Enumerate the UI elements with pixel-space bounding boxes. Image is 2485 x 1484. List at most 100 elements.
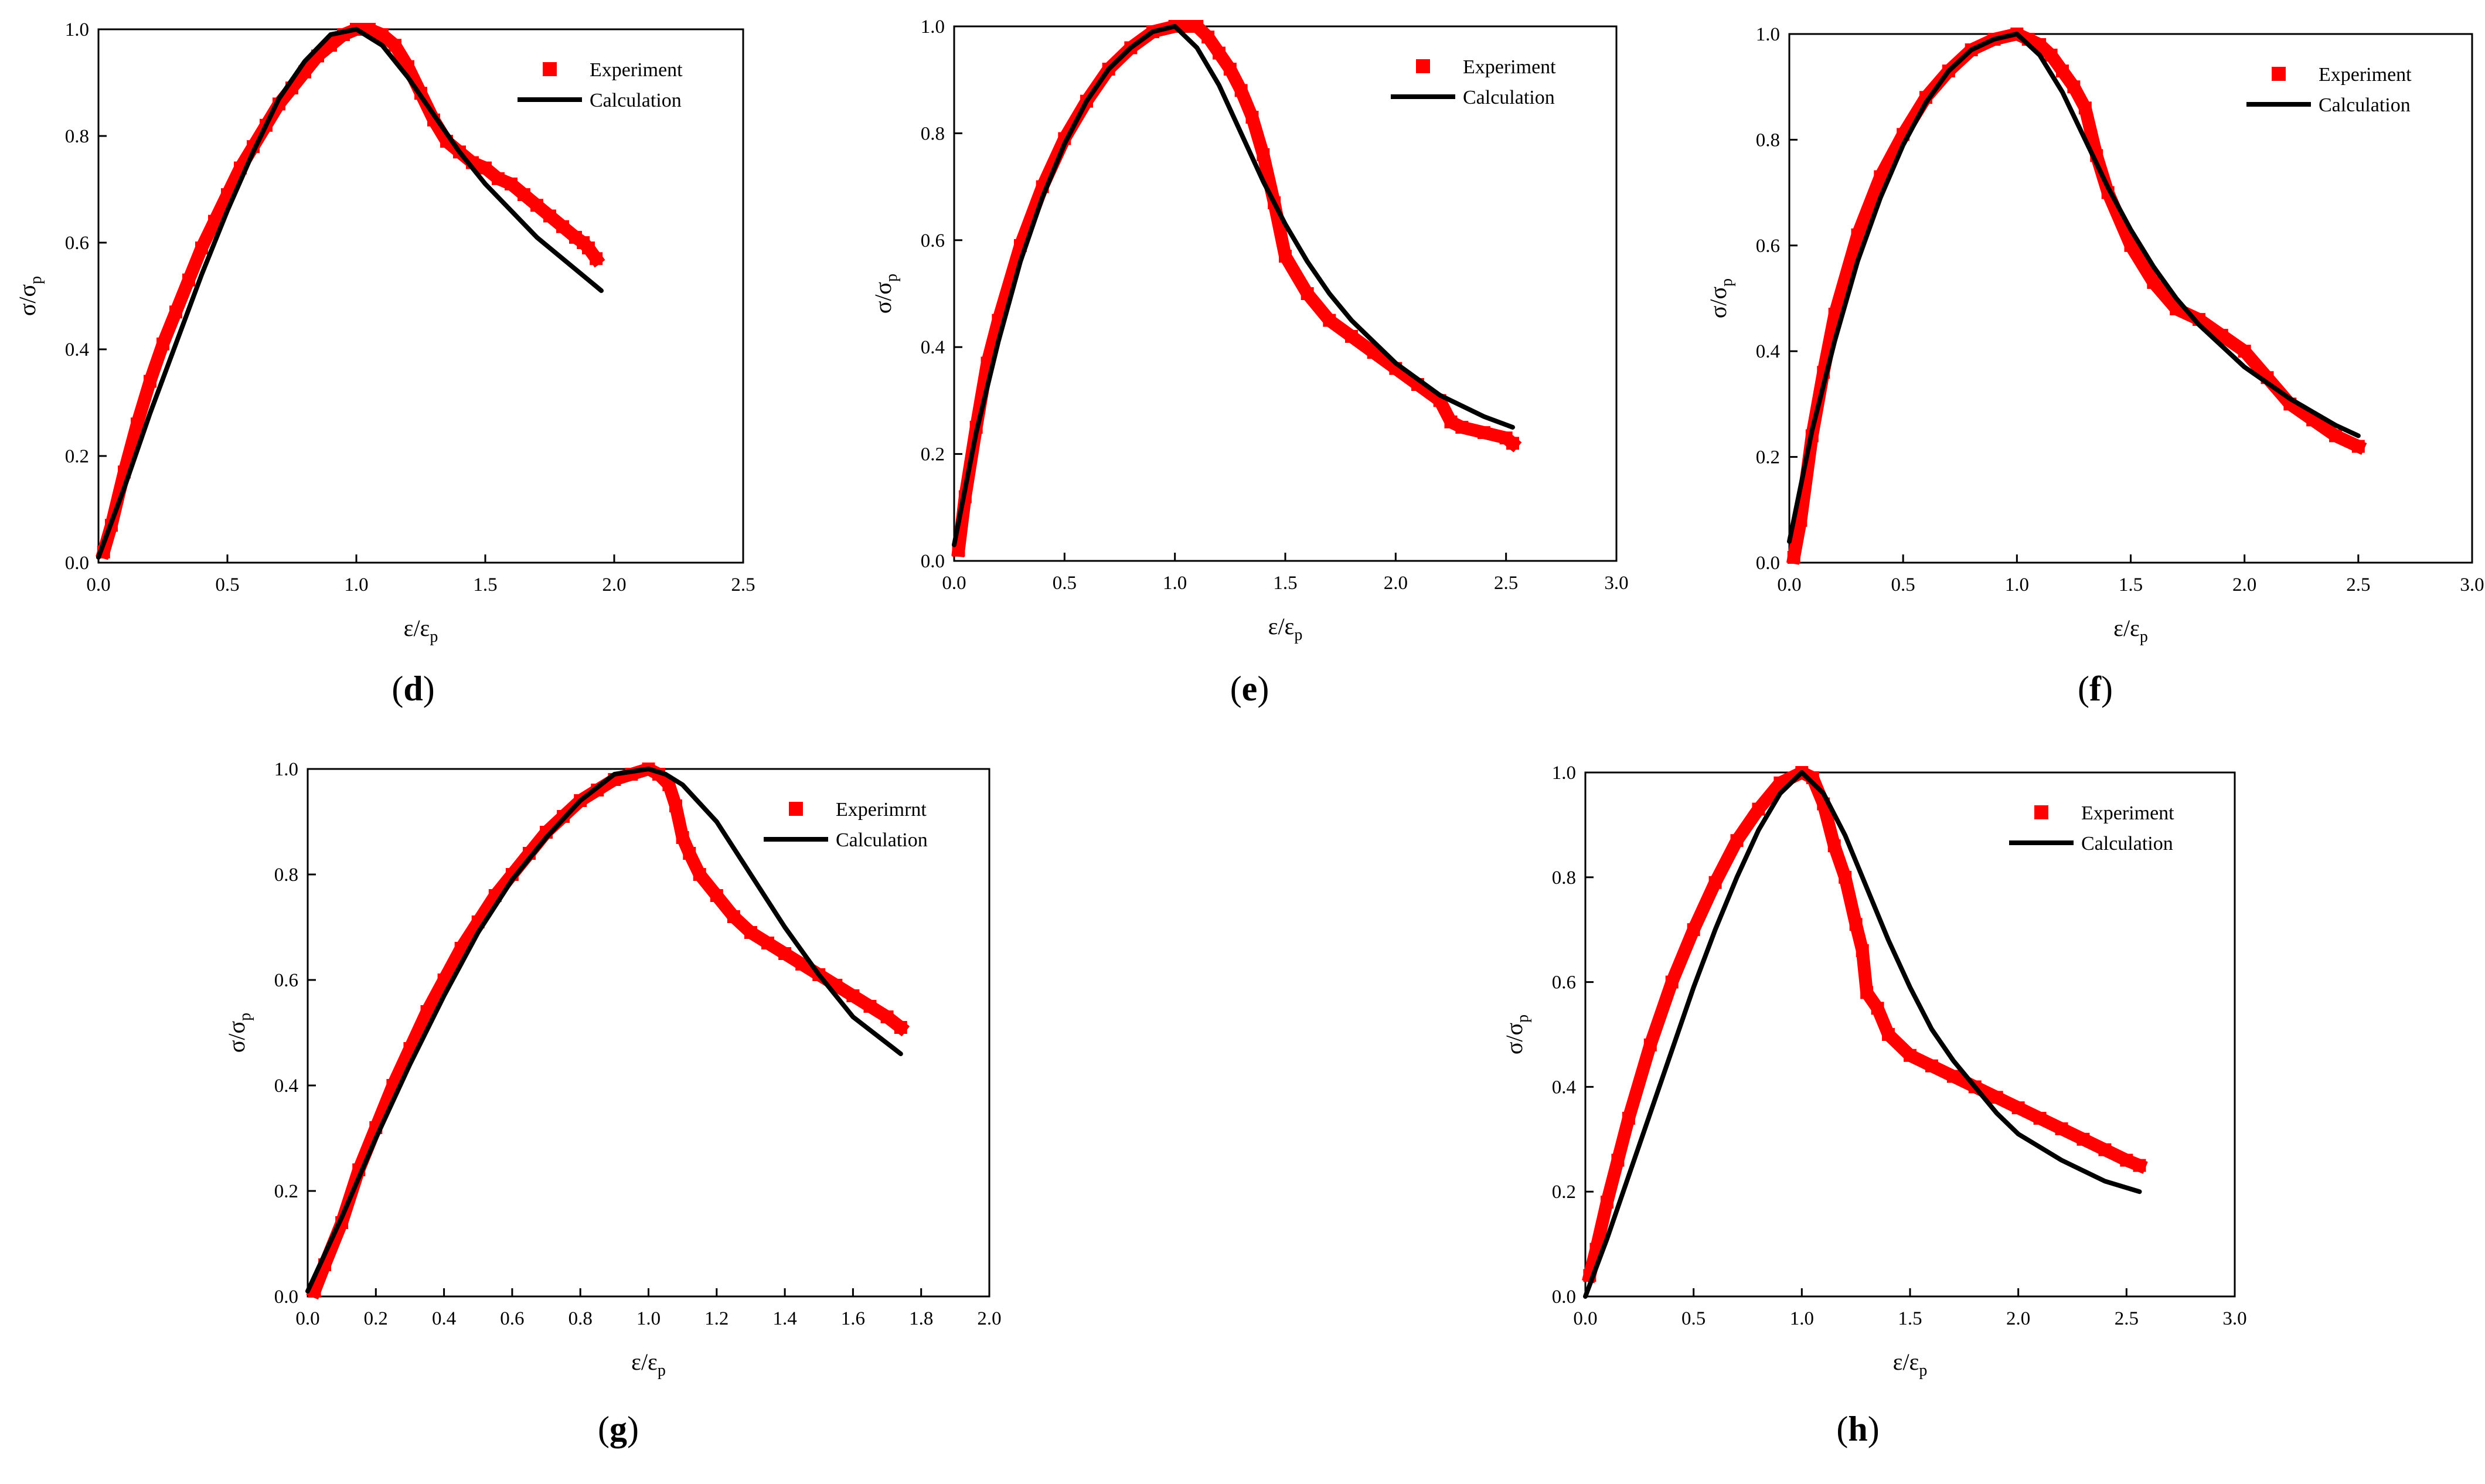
experiment-point xyxy=(389,39,401,52)
y-tick-label: 1.0 xyxy=(65,19,89,40)
experiment-point xyxy=(1478,426,1490,440)
experiment-point xyxy=(1506,437,1519,450)
panel-caption: (g) xyxy=(598,1410,639,1448)
y-axis-label: σ/σp xyxy=(14,276,45,316)
experiment-point xyxy=(2147,275,2160,289)
experiment-point xyxy=(2011,1101,2025,1115)
experiment-point xyxy=(894,1021,907,1034)
experiment-point xyxy=(778,947,792,960)
experiment-point xyxy=(761,937,775,949)
y-tick-label: 0.2 xyxy=(921,444,945,465)
experiment-point xyxy=(1622,1112,1635,1125)
experiment-point xyxy=(1643,1038,1657,1051)
y-axis-label: σ/σp xyxy=(223,1013,254,1053)
experiment-point xyxy=(156,337,169,350)
legend-calculation-label: Calculation xyxy=(836,829,928,851)
caption-open-paren: ( xyxy=(598,1410,610,1448)
legend-calculation-label: Calculation xyxy=(590,90,682,111)
experiment-point xyxy=(1301,287,1314,300)
experiment-point xyxy=(1455,421,1469,434)
y-tick-label: 0.2 xyxy=(65,446,89,467)
y-tick-label: 1.0 xyxy=(1756,24,1780,45)
experiment-point xyxy=(2215,329,2228,342)
experiment-point xyxy=(2044,49,2058,62)
y-tick-label: 0.2 xyxy=(274,1181,298,1202)
y-tick-label: 0.0 xyxy=(65,553,89,574)
legend-calculation-label: Calculation xyxy=(1463,87,1555,108)
x-axis-label: ε/εp xyxy=(631,1349,666,1380)
experiment-point xyxy=(1839,870,1852,884)
x-tick-label: 0.0 xyxy=(1777,574,1801,595)
y-axis-label-subscript: p xyxy=(883,274,901,282)
y-axis-label-subscript: p xyxy=(1718,278,1736,287)
experiment-point xyxy=(2076,1132,2090,1146)
x-axis-label-subscript: p xyxy=(1294,626,1302,644)
y-tick-label: 0.6 xyxy=(274,970,298,991)
x-tick-label: 0.2 xyxy=(364,1308,388,1329)
y-axis-label-subscript: p xyxy=(1514,1015,1532,1023)
experiment-point xyxy=(518,188,530,202)
x-tick-label: 1.5 xyxy=(1273,573,1297,594)
y-tick-label: 0.6 xyxy=(1552,972,1576,993)
x-tick-label: 0.8 xyxy=(569,1308,593,1329)
x-tick-label: 3.0 xyxy=(2460,574,2484,595)
caption-close-paren: ) xyxy=(1257,669,1269,708)
experiment-point xyxy=(1223,62,1237,76)
experiment-point xyxy=(1257,148,1270,161)
experiment-point xyxy=(1201,30,1215,44)
experiment-point xyxy=(1925,1059,1938,1073)
x-tick-label: 1.5 xyxy=(473,574,497,595)
y-tick-label: 0.0 xyxy=(274,1286,298,1308)
calculation-line xyxy=(952,24,1515,547)
y-tick-label: 0.8 xyxy=(65,126,89,147)
experiment-point xyxy=(1687,923,1700,937)
experiment-point xyxy=(880,1010,894,1023)
experiment-point xyxy=(1871,1002,1884,1015)
x-tick-label: 0.5 xyxy=(1681,1308,1706,1329)
caption-open-paren: ( xyxy=(1836,1410,1848,1448)
experiment-point xyxy=(1190,20,1204,33)
experiment-point xyxy=(1730,834,1744,847)
y-tick-label: 0.4 xyxy=(921,337,945,358)
y-tick-label: 1.0 xyxy=(921,16,945,38)
experiment-point xyxy=(386,1079,400,1092)
legend-calculation-label: Calculation xyxy=(2081,833,2173,855)
y-tick-label: 0.8 xyxy=(274,864,298,886)
x-tick-label: 1.0 xyxy=(1790,1308,1814,1329)
experiment-point xyxy=(1245,111,1259,124)
experiment-point xyxy=(1279,250,1292,263)
legend-experiment-label: Experiment xyxy=(2319,64,2412,86)
x-tick-label: 2.0 xyxy=(602,574,626,595)
experiment-point xyxy=(676,831,689,844)
experiment-point xyxy=(1794,513,1807,527)
chart-panel-d: 0.0 0.5 1.0 1.5 2.0 2.5 0.0 0.2 0.4 0.6 0.8 1.0 ε/εp… xyxy=(14,19,755,708)
legend-experiment-marker xyxy=(2034,805,2048,819)
panel-caption: (f) xyxy=(2078,669,2113,708)
x-tick-label: 1.0 xyxy=(2005,574,2029,595)
experiment-point xyxy=(131,417,144,431)
experiment-point xyxy=(169,305,182,319)
experiment-point xyxy=(727,910,740,923)
legend-experiment-marker xyxy=(2272,67,2286,81)
x-tick-label: 1.2 xyxy=(704,1308,729,1329)
legend-experiment-marker xyxy=(543,62,557,76)
y-axis-label-subscript: p xyxy=(27,276,45,284)
caption-letter: e xyxy=(1242,669,1258,708)
experiment-point xyxy=(324,39,337,52)
experiment-point xyxy=(662,778,676,791)
x-tick-label: 2.0 xyxy=(1384,573,1408,594)
experiment-point xyxy=(1665,975,1679,989)
experiment-point xyxy=(1213,46,1226,60)
experiment-series xyxy=(1786,28,2367,565)
caption-close-paren: ) xyxy=(1868,1410,1880,1448)
x-tick-label: 0.6 xyxy=(500,1308,524,1329)
legend-experiment-marker xyxy=(789,802,803,816)
x-tick-label: 2.0 xyxy=(977,1308,1001,1329)
x-tick-label: 2.5 xyxy=(2346,574,2370,595)
y-tick-label: 0.6 xyxy=(921,230,945,251)
experiment-point xyxy=(2329,429,2342,443)
experiment-point xyxy=(2120,1153,2133,1167)
experiment-point xyxy=(1860,986,1874,999)
experiment-point xyxy=(710,889,723,902)
experiment-point xyxy=(669,799,683,812)
